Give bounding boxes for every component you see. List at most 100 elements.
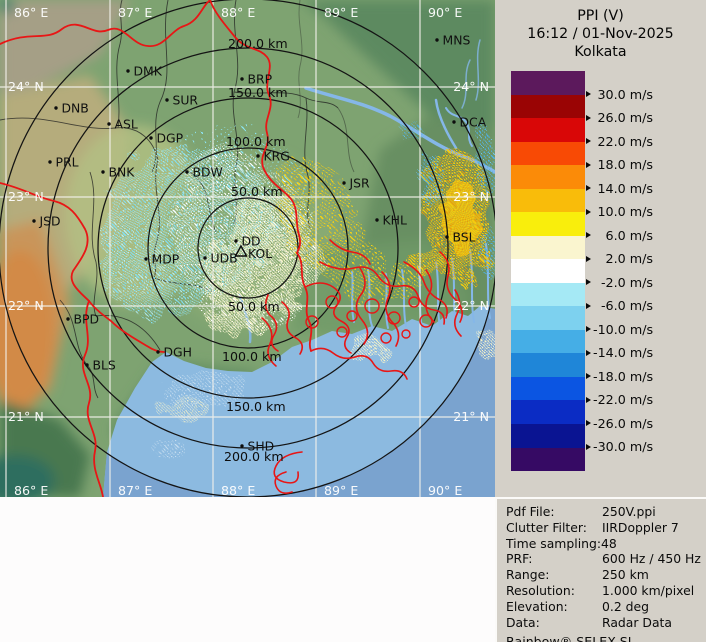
- station-label: PRL: [56, 155, 79, 170]
- colorbar-swatch-11: [511, 329, 585, 354]
- colorbar-swatch-12: [511, 353, 585, 377]
- range-ring-label: 100.0 km: [222, 349, 282, 364]
- info-value: 1.000 km/pixel: [602, 582, 695, 598]
- colorbar-tick: [586, 208, 591, 215]
- colorbar-tick: [586, 232, 591, 239]
- colorbar-swatch-0: [511, 71, 585, 95]
- latitude-label: 24° N: [453, 79, 489, 94]
- station-dot: [101, 170, 105, 174]
- side-panel: PPI (V) 16:12 / 01-Nov-2025 Kolkata 30.0…: [495, 0, 706, 642]
- colorbar-tick: [586, 396, 591, 403]
- colorbar-tick: [586, 326, 591, 333]
- colorbar-label: 22.0 m/s: [597, 133, 653, 149]
- range-ring-label: 50.0 km: [228, 299, 280, 314]
- colorbar-label: -14.0 m/s: [593, 345, 654, 361]
- info-label: Resolution:: [506, 582, 575, 598]
- station-label: KRG: [264, 149, 290, 164]
- longitude-label: 89° E: [324, 483, 358, 497]
- station-dot: [144, 257, 148, 261]
- station-label: SUR: [173, 93, 199, 108]
- colorbar-label: 30.0 m/s: [597, 86, 653, 102]
- station-bsl: BSL: [445, 230, 476, 245]
- colorbar-tick: [586, 138, 591, 145]
- info-row: Resolution: 1.000 km/pixel: [506, 583, 706, 599]
- colorbar-label: -30.0 m/s: [593, 439, 654, 455]
- info-value: 0.2 deg: [602, 598, 649, 614]
- station-bdw: BDW: [185, 165, 223, 180]
- latitude-label: 21° N: [8, 409, 44, 424]
- colorbar-swatch-4: [511, 165, 585, 189]
- colorbar-label: 10.0 m/s: [597, 204, 653, 220]
- station-label: BPD: [74, 312, 100, 327]
- panel-header: PPI (V) 16:12 / 01-Nov-2025 Kolkata: [495, 7, 706, 61]
- station-dot: [126, 69, 130, 73]
- station-bpd: BPD: [66, 312, 99, 327]
- station-dgp: DGP: [149, 131, 184, 146]
- colorbar-swatch-13: [511, 376, 585, 401]
- station-mns: MNS: [435, 33, 470, 48]
- product-title: PPI (V): [577, 8, 624, 24]
- colorbar-swatch-5: [511, 188, 585, 213]
- station-dca: DCA: [452, 115, 487, 130]
- info-row: Data: Radar Data: [506, 615, 706, 631]
- longitude-label: 87° E: [118, 483, 152, 497]
- range-rings: [0, 0, 495, 497]
- colorbar-tick: [586, 255, 591, 262]
- info-label: Data:: [506, 614, 540, 630]
- colorbar-tick: [586, 349, 591, 356]
- info-row: Clutter Filter: IIRDoppler 7: [506, 520, 706, 536]
- station-label: ASL: [115, 117, 138, 132]
- info-value: 250V.ppi: [602, 504, 656, 519]
- info-row: PRF: 600 Hz / 450 Hz: [506, 551, 706, 567]
- info-value: 600 Hz / 450 Hz: [602, 551, 701, 567]
- station-dot: [48, 160, 52, 164]
- info-row: Time sampling:48: [506, 536, 706, 552]
- station-label: DD: [242, 234, 261, 249]
- station-dot: [203, 256, 207, 260]
- radar-location: Kolkata: [574, 44, 627, 60]
- station-dnb: DNB: [54, 101, 89, 116]
- range-ring-label: 100.0 km: [226, 134, 286, 149]
- info-label: Pdf File:: [506, 504, 555, 519]
- radar-site-label: KOL: [248, 246, 272, 261]
- info-row: Elevation: 0.2 deg: [506, 599, 706, 615]
- longitude-label: 89° E: [324, 5, 358, 20]
- station-dot: [107, 122, 111, 126]
- station-dot: [240, 77, 244, 81]
- colorbar-label: -2.0 m/s: [600, 274, 653, 290]
- software-brand: Rainbow® SELEX-SI: [506, 634, 632, 642]
- colorbar-swatch-7: [511, 235, 585, 260]
- station-label: DNB: [62, 101, 89, 116]
- latitude-label: 22° N: [453, 298, 489, 313]
- colorbar-swatch-8: [511, 259, 585, 283]
- colorbar-tick: [586, 114, 591, 121]
- radar-map-viewport[interactable]: 200.0 km 150.0 km 100.0 km 50.0 km 50.0 km 10…: [0, 0, 495, 497]
- info-label: Clutter Filter:: [506, 519, 587, 535]
- latitude-label: 23° N: [453, 189, 489, 204]
- station-dot: [256, 154, 260, 158]
- station-dot: [156, 350, 160, 354]
- station-label: UDB: [211, 251, 238, 266]
- station-label: MDP: [152, 252, 180, 267]
- station-label: JSR: [349, 176, 371, 191]
- colorbar-label: 14.0 m/s: [597, 180, 653, 196]
- colorbar-tick: [586, 91, 591, 98]
- station-dot: [66, 317, 70, 321]
- colorbar-tick: [586, 420, 591, 427]
- range-ring-label: 150.0 km: [228, 85, 288, 100]
- station-label: BLS: [93, 358, 116, 373]
- colorbar-label: -22.0 m/s: [593, 392, 654, 408]
- colorbar-swatch-6: [511, 212, 585, 236]
- colorbar-tick: [586, 302, 591, 309]
- latitude-label: 22° N: [8, 298, 44, 313]
- scan-info-rows: Pdf File: 250V.ppi Clutter Filter: IIRDoppl…: [506, 504, 706, 630]
- station-label: DCA: [460, 115, 487, 130]
- sea-beyond-range: [103, 306, 495, 497]
- station-dot: [185, 170, 189, 174]
- longitude-label: 88° E: [221, 483, 255, 497]
- colorbar-label: 6.0 m/s: [605, 227, 653, 243]
- station-label: BSL: [453, 230, 476, 245]
- latitude-label: 21° N: [453, 409, 489, 424]
- colorbar-label: -10.0 m/s: [593, 321, 654, 337]
